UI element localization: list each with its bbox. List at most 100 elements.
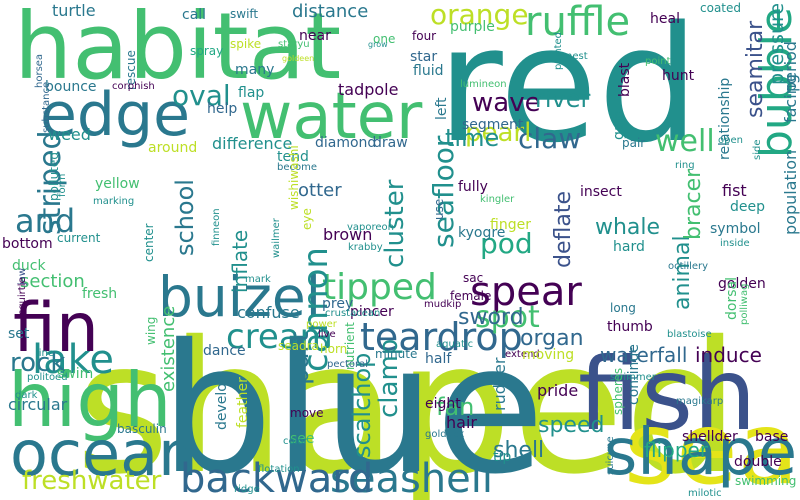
word-wing: wing bbox=[144, 316, 158, 345]
word-habitat: habitat bbox=[14, 0, 342, 100]
word-brown: brown bbox=[323, 225, 373, 244]
word-pair: pair bbox=[622, 136, 646, 150]
word-four: four bbox=[412, 29, 437, 43]
word-line: line bbox=[36, 348, 55, 359]
word-extend: extend bbox=[505, 349, 540, 360]
word-coated: coated bbox=[700, 1, 741, 15]
word-side: side bbox=[752, 139, 763, 161]
word-edge: edge bbox=[40, 80, 190, 150]
word-dorsal: dorsal bbox=[724, 277, 740, 320]
word-hair: hair bbox=[446, 413, 477, 432]
word-and: and bbox=[15, 202, 76, 240]
word-teardrop: teardrop bbox=[360, 315, 523, 359]
word-nest: nest bbox=[566, 51, 588, 62]
word-left: left bbox=[434, 97, 450, 120]
word-vaporeon: vaporeon bbox=[347, 222, 395, 233]
word-shellder: shellder bbox=[682, 429, 738, 445]
word-time: time bbox=[445, 124, 500, 152]
word-turtle: turtle bbox=[52, 1, 96, 20]
word-power: power bbox=[306, 319, 337, 330]
word-kyogre: kyogre bbox=[458, 225, 506, 241]
word-freshwater: freshwater bbox=[22, 466, 162, 496]
word-blue: blue bbox=[160, 306, 545, 500]
word-organ: organ bbox=[520, 326, 584, 351]
word-minute: minute bbox=[375, 347, 418, 361]
word-suicune: suicune bbox=[605, 436, 616, 475]
word-wishiwashi: wishiwashi bbox=[287, 145, 301, 210]
word-difference: difference bbox=[212, 134, 293, 153]
word-golden: golden bbox=[718, 276, 766, 292]
word-high: high bbox=[8, 356, 172, 444]
word-swimmer: swimmer bbox=[610, 372, 656, 383]
word-mark: mark bbox=[245, 274, 271, 285]
word-insect: insect bbox=[580, 184, 622, 200]
word-continue: continue bbox=[626, 344, 642, 405]
word-draw: draw bbox=[373, 135, 408, 151]
word-corphish: corphish bbox=[112, 81, 155, 92]
word-blastoise: blastoise bbox=[667, 329, 712, 340]
word-shape: shape bbox=[604, 416, 798, 490]
word-population: population bbox=[781, 149, 800, 235]
word-induce: induce bbox=[695, 343, 762, 367]
word-seashell: seashell bbox=[330, 456, 493, 500]
word-distance: distance bbox=[292, 1, 369, 22]
word-move: move bbox=[290, 406, 324, 420]
word-one: one bbox=[373, 32, 396, 46]
word-deflate: deflate bbox=[551, 191, 576, 268]
word-swimming: swimming bbox=[735, 474, 797, 488]
word-squirtle: squirtle bbox=[17, 277, 28, 315]
word-shaped: shaped bbox=[75, 302, 740, 500]
word-fin: fin bbox=[13, 289, 99, 368]
word-near: near bbox=[299, 28, 331, 44]
word-existence: existence bbox=[158, 305, 179, 392]
word-orange: orange bbox=[430, 0, 529, 31]
word-backward: backward bbox=[180, 456, 374, 500]
word-pectoral: pectoral bbox=[327, 359, 369, 370]
word-seamitar: seamitar bbox=[743, 20, 768, 118]
word-politoed: politoed bbox=[27, 372, 68, 383]
word-tipped: tipped bbox=[322, 267, 437, 308]
word-finneon: finneon bbox=[211, 208, 222, 246]
word-hunt: hunt bbox=[662, 68, 695, 84]
word-lumineon: lumineon bbox=[460, 79, 507, 90]
word-call: call bbox=[182, 7, 207, 23]
word-diamond: diamond bbox=[315, 135, 377, 151]
word-feather: feather bbox=[235, 377, 251, 428]
word-dark: dark bbox=[15, 390, 38, 401]
word-current: current bbox=[57, 231, 101, 245]
word-goldeen: goldeen bbox=[282, 54, 315, 63]
word-school: school bbox=[171, 179, 199, 256]
word-tadpole: tadpole bbox=[338, 80, 399, 99]
word-eight: eight bbox=[425, 396, 461, 412]
word-become: become bbox=[277, 162, 318, 173]
word-swim: swim bbox=[57, 366, 94, 382]
word-seadra: seadra bbox=[278, 339, 319, 353]
word-around: around bbox=[148, 140, 198, 156]
word-fresh: fresh bbox=[82, 286, 118, 302]
word-swift: swift bbox=[230, 7, 259, 21]
word-circular: circular bbox=[8, 395, 68, 414]
word-tend: tend bbox=[277, 149, 309, 165]
word-live: live bbox=[318, 329, 336, 340]
word-seafloor: seafloor bbox=[427, 135, 460, 248]
word-waterfall: waterfall bbox=[600, 343, 688, 367]
word-red: red bbox=[437, 0, 700, 178]
word-fluid: fluid bbox=[413, 63, 444, 79]
word-kingler: kingler bbox=[480, 194, 515, 205]
word-aquatic: aquatic bbox=[436, 339, 474, 350]
word-confuse: confuse bbox=[237, 303, 300, 322]
word-well: well bbox=[655, 124, 715, 159]
word-thumb: thumb bbox=[607, 319, 653, 335]
word-female: female bbox=[450, 289, 492, 303]
word-set: set bbox=[8, 326, 30, 342]
word-bounce: bounce bbox=[45, 79, 97, 95]
word-long: long bbox=[610, 301, 636, 315]
word-duck: duck bbox=[12, 258, 46, 274]
word-ocean: ocean bbox=[10, 417, 198, 490]
word-buizel: buizel bbox=[158, 265, 322, 329]
word-animal: animal bbox=[670, 235, 695, 310]
word-spot: spot bbox=[475, 300, 540, 335]
word-point: point bbox=[645, 56, 671, 67]
word-ring: ring bbox=[675, 160, 695, 171]
word-pride: pride bbox=[537, 381, 579, 400]
